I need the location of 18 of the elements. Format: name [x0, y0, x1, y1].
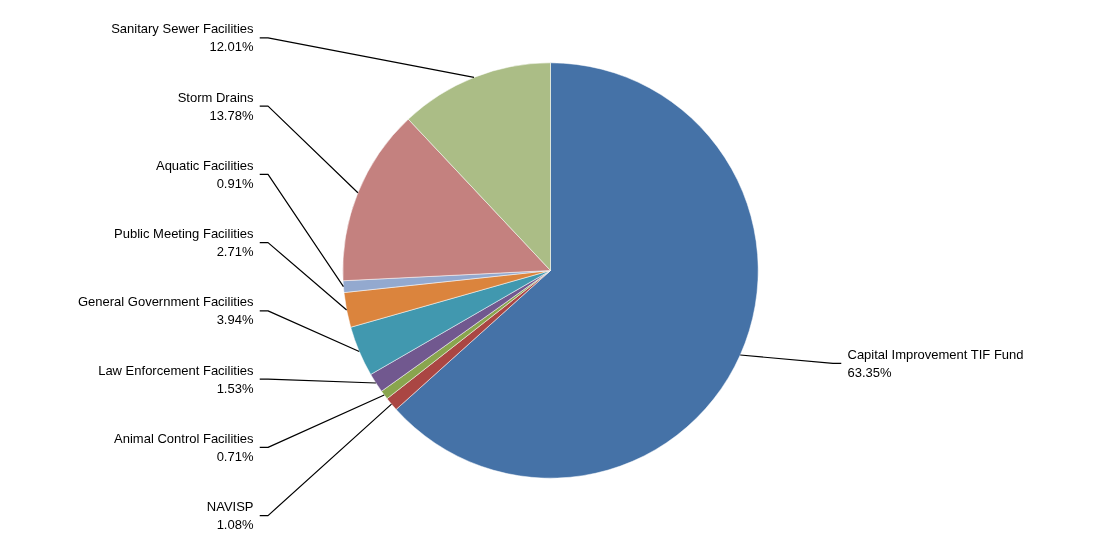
data-label: 1.53% — [216, 380, 254, 396]
data-label: 3.94% — [216, 312, 254, 328]
data-label: 0.71% — [216, 448, 254, 464]
slice-label: Public Meeting Facilities — [114, 226, 254, 242]
data-label: 63.35% — [847, 364, 893, 380]
data-label: 12.01% — [209, 39, 254, 55]
slice-label: General Government Facilities — [77, 294, 254, 310]
data-label: 13.78% — [209, 107, 254, 123]
slice-label: Capital Improvement TIF Fund — [847, 346, 1024, 362]
slice-label: Animal Control Facilities — [114, 430, 254, 446]
slice-label: Aquatic Facilities — [155, 157, 254, 173]
slice-label: Storm Drains — [177, 89, 254, 105]
data-label: 2.71% — [216, 244, 254, 260]
data-label: 0.91% — [216, 175, 254, 191]
slice-label: Sanitary Sewer Facilities — [111, 21, 254, 37]
data-label: 1.08% — [216, 517, 254, 533]
slice-label: Law Enforcement Facilities — [98, 362, 254, 378]
slice-label: NAVISP — [206, 499, 254, 515]
